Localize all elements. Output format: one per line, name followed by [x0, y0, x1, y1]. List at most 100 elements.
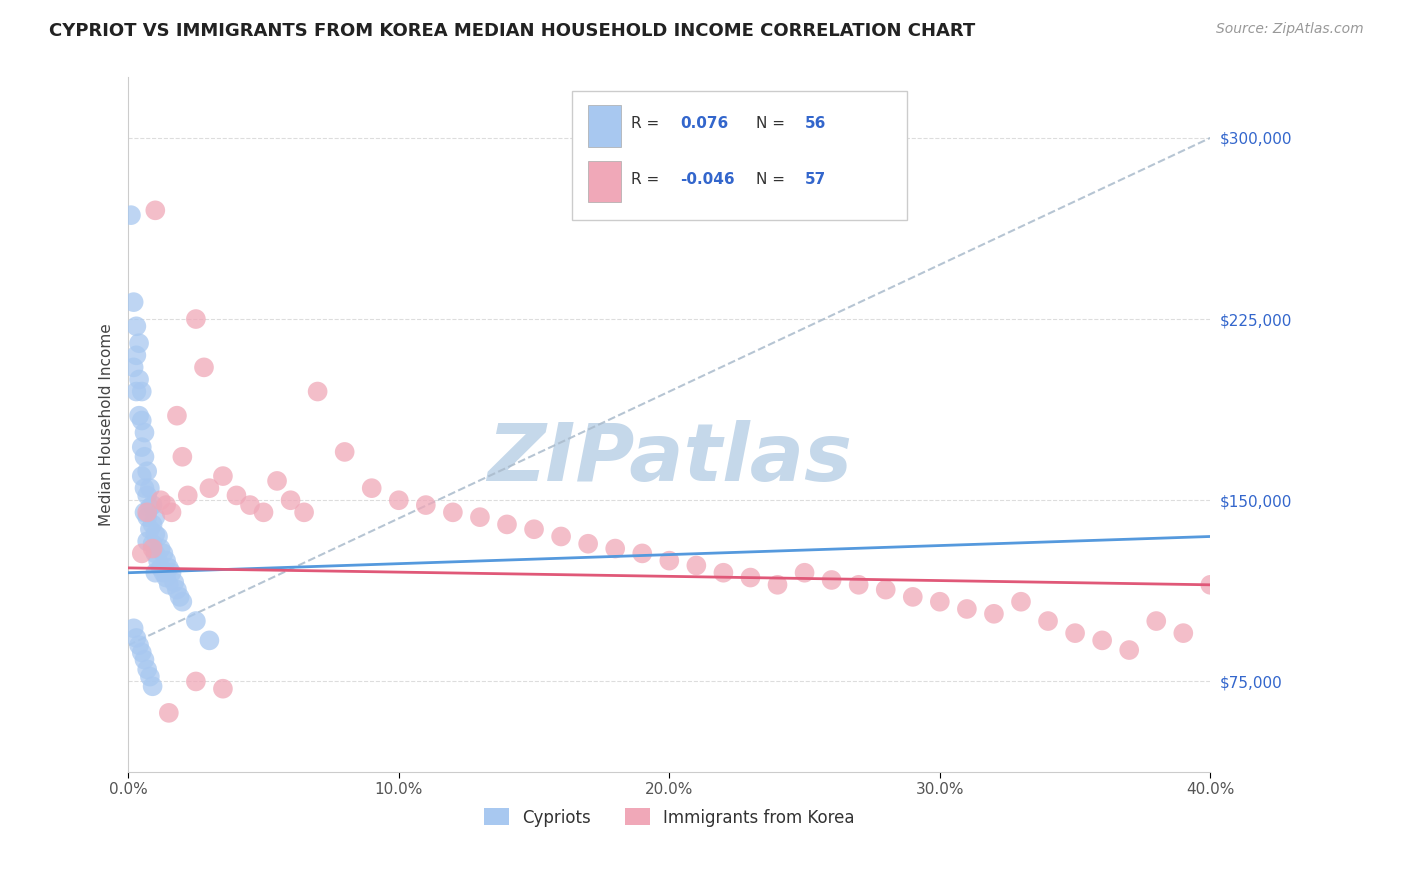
Point [143, 546, 166, 560]
Point [793, 566, 815, 580]
Point [139, 522, 162, 536]
Point [157, 578, 180, 592]
Point [956, 602, 979, 616]
Point [131, 469, 153, 483]
Point [740, 570, 762, 584]
Point [139, 481, 162, 495]
Point [125, 384, 148, 399]
Point [157, 706, 180, 720]
Point [713, 566, 735, 580]
Point [169, 590, 191, 604]
Point [266, 474, 288, 488]
Point [139, 670, 162, 684]
Text: 57: 57 [804, 172, 825, 187]
Point [143, 203, 166, 218]
Point [1118, 643, 1140, 657]
Point [239, 498, 262, 512]
Point [128, 638, 150, 652]
Point [131, 546, 153, 560]
Text: N =: N = [756, 117, 785, 131]
Point [177, 488, 200, 502]
Point [122, 621, 145, 635]
Point [134, 653, 156, 667]
Point [550, 529, 572, 543]
Point [631, 546, 654, 560]
Point [163, 575, 186, 590]
Text: 0.076: 0.076 [681, 117, 728, 131]
Point [198, 481, 221, 495]
Point [142, 541, 165, 556]
Point [136, 505, 159, 519]
Point [160, 505, 183, 519]
Point [605, 541, 627, 556]
Point [307, 384, 329, 399]
Text: CYPRIOT VS IMMIGRANTS FROM KOREA MEDIAN HOUSEHOLD INCOME CORRELATION CHART: CYPRIOT VS IMMIGRANTS FROM KOREA MEDIAN … [49, 22, 976, 40]
FancyBboxPatch shape [572, 91, 907, 219]
Point [184, 614, 207, 628]
Point [157, 561, 180, 575]
Point [155, 498, 177, 512]
Text: R =: R = [631, 172, 659, 187]
Point [292, 505, 315, 519]
Text: R =: R = [631, 117, 659, 131]
Text: Source: ZipAtlas.com: Source: ZipAtlas.com [1216, 22, 1364, 37]
Point [184, 674, 207, 689]
Point [131, 440, 153, 454]
Point [848, 578, 870, 592]
Point [172, 450, 194, 464]
Point [142, 498, 165, 512]
Point [125, 319, 148, 334]
Point [131, 384, 153, 399]
Text: ZIPatlas: ZIPatlas [486, 420, 852, 499]
Point [134, 481, 156, 495]
Point [441, 505, 464, 519]
Point [142, 537, 165, 551]
Point [184, 312, 207, 326]
Point [131, 645, 153, 659]
Point [120, 208, 142, 222]
Point [468, 510, 491, 524]
Point [125, 631, 148, 645]
Point [142, 517, 165, 532]
Point [928, 595, 950, 609]
Point [496, 517, 519, 532]
Point [901, 590, 924, 604]
Point [122, 360, 145, 375]
Point [820, 573, 842, 587]
Point [198, 633, 221, 648]
Point [146, 529, 169, 543]
Point [143, 566, 166, 580]
Point [134, 425, 156, 440]
Point [166, 409, 188, 423]
Point [128, 336, 150, 351]
Point [983, 607, 1005, 621]
Point [1199, 578, 1222, 592]
Point [1144, 614, 1167, 628]
Point [160, 566, 183, 580]
Point [1064, 626, 1087, 640]
Point [128, 409, 150, 423]
Point [131, 413, 153, 427]
Point [122, 295, 145, 310]
Point [143, 527, 166, 541]
Point [225, 488, 247, 502]
Point [1173, 626, 1195, 640]
Point [576, 537, 599, 551]
Text: -0.046: -0.046 [681, 172, 735, 187]
Point [333, 445, 356, 459]
Point [193, 360, 215, 375]
Point [155, 554, 177, 568]
Point [212, 469, 235, 483]
Point [766, 578, 789, 592]
Point [149, 561, 172, 575]
Point [523, 522, 546, 536]
Point [875, 582, 897, 597]
Point [152, 546, 174, 560]
Point [136, 534, 159, 549]
Point [152, 566, 174, 580]
Point [143, 510, 166, 524]
Point [134, 505, 156, 519]
Point [134, 450, 156, 464]
Point [136, 662, 159, 676]
FancyBboxPatch shape [588, 105, 620, 147]
